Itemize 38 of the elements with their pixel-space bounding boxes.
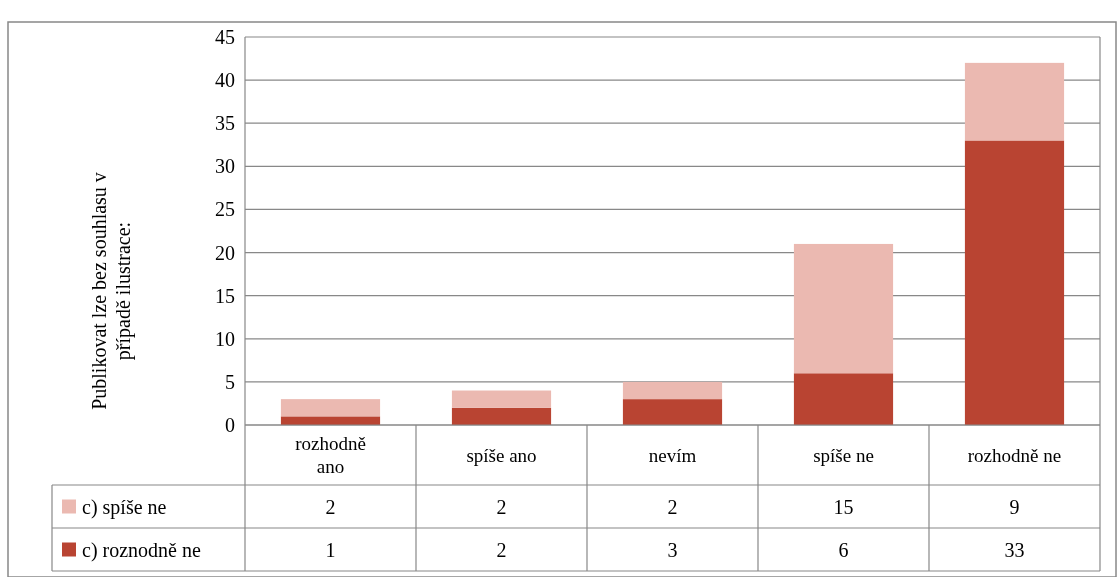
x-tick-label: spíše ano xyxy=(466,444,537,466)
data-label: 2 xyxy=(667,495,678,518)
y-tick-label: 10 xyxy=(215,327,235,350)
bar xyxy=(622,381,723,400)
x-tick-label: rozhodně ne xyxy=(967,444,1062,466)
data-label: 33 xyxy=(1004,538,1025,561)
bar xyxy=(451,407,552,425)
y-tick-label: 25 xyxy=(215,198,235,221)
bar xyxy=(280,416,381,425)
x-tick-label: nevím xyxy=(648,444,697,466)
data-label: 2 xyxy=(496,538,507,561)
x-tick-label: spíše ne xyxy=(813,444,874,466)
legend-label: c) spíše ne xyxy=(82,495,167,519)
data-label: 6 xyxy=(838,538,849,561)
y-axis-title: Publikovat lze bez souhlasu v případě ilustrace: xyxy=(88,172,135,410)
y-tick-label: 5 xyxy=(225,370,235,393)
y-tick-label: 35 xyxy=(215,112,235,135)
data-label: 15 xyxy=(833,495,854,518)
bar xyxy=(964,140,1065,425)
bar xyxy=(622,399,723,425)
y-tick-label: 15 xyxy=(215,284,235,307)
bar xyxy=(451,390,552,408)
legend-label: c) roznodně ne xyxy=(82,538,201,562)
data-label: 2 xyxy=(325,495,336,518)
bar xyxy=(964,62,1065,141)
bar xyxy=(280,399,381,417)
data-label: 3 xyxy=(667,538,678,561)
y-tick-label: 0 xyxy=(225,414,235,436)
y-tick-label: 45 xyxy=(215,26,235,48)
data-label: 2 xyxy=(496,495,507,518)
data-label: 1 xyxy=(325,538,336,561)
y-tick-label: 30 xyxy=(215,155,235,178)
x-tick-label: rozhodně ano xyxy=(295,433,366,478)
bar xyxy=(793,243,894,374)
y-tick-label: 40 xyxy=(215,69,235,92)
bar xyxy=(793,373,894,425)
data-label: 9 xyxy=(1009,495,1020,518)
y-tick-label: 20 xyxy=(215,241,235,264)
